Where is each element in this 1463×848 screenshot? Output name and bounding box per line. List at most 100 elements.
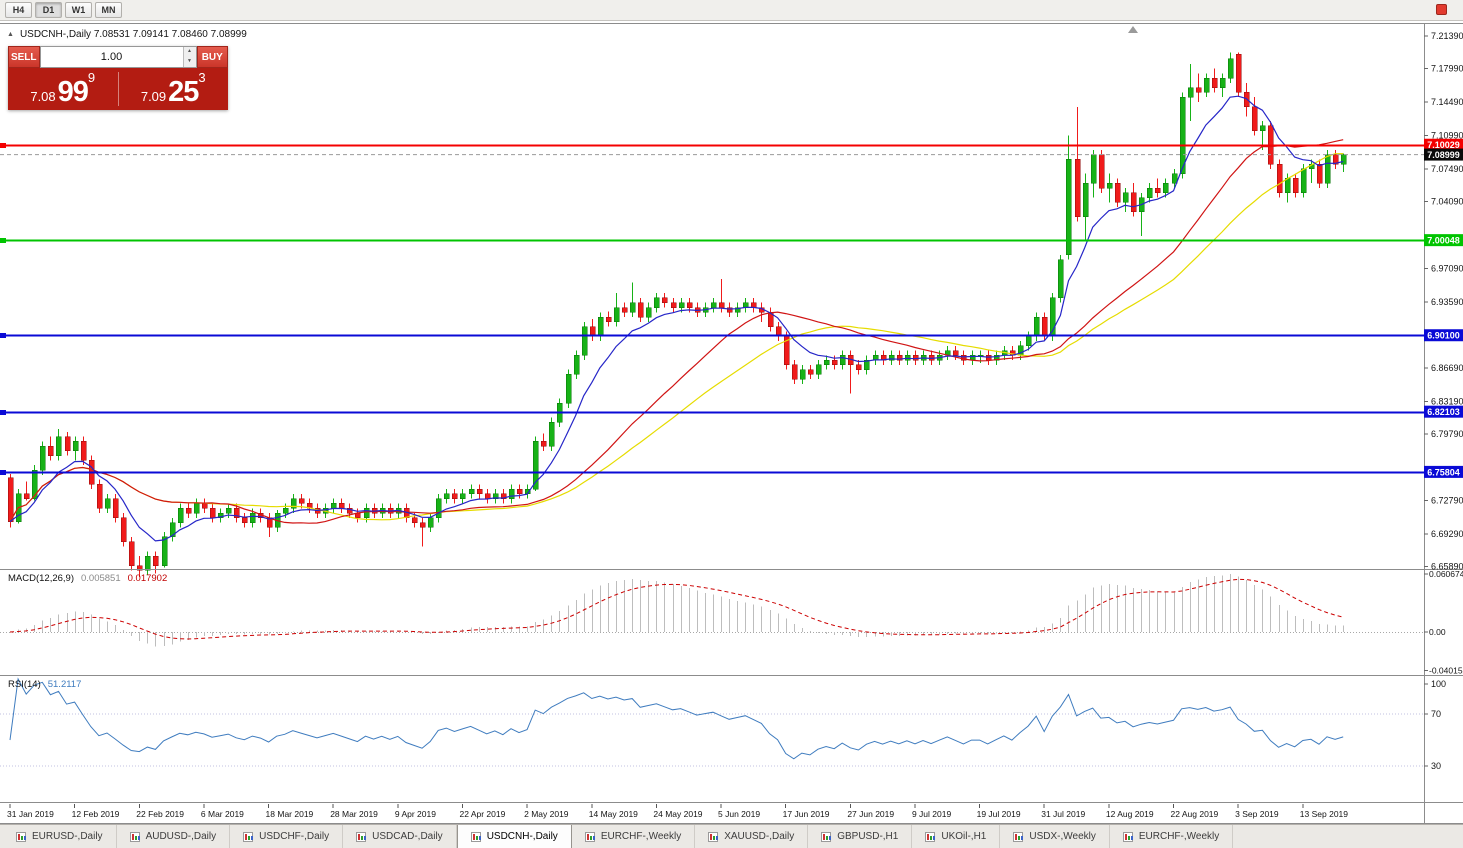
sell-price-point: 9 [87, 70, 96, 85]
mini-chart-icon [129, 831, 140, 842]
svg-text:-0.040152: -0.040152 [1429, 665, 1463, 675]
panel-frame [0, 23, 1463, 824]
price-badge [1424, 234, 1463, 247]
timeframe-button-d1[interactable]: D1 [35, 2, 62, 18]
svg-text:6.93590: 6.93590 [1431, 297, 1463, 307]
close-button[interactable] [1436, 4, 1447, 15]
chart-tab-usdchf-daily[interactable]: USDCHF-,Daily [230, 825, 344, 848]
collapse-trade-panel-icon[interactable]: ▲ [7, 31, 14, 38]
chart-tabs-bar: EURUSD-,Daily AUDUSD-,Daily USDCHF-,Daily U… [0, 824, 1463, 848]
buy-price-figure: 7.09 [140, 89, 167, 105]
trade-panel-buttons-row: SELL ▲ ▼ BUY [8, 46, 228, 68]
chart-tab-label: USDX-,Weekly [1029, 831, 1096, 842]
price-badge [1424, 465, 1463, 478]
chart-tab-eurchf-weekly[interactable]: EURCHF-,Weekly [1110, 825, 1234, 848]
rsi-name: RSI(14) [8, 679, 41, 690]
ma-line-25 [9, 139, 1344, 524]
mini-chart-icon [470, 831, 481, 842]
svg-text:22 Feb 2019: 22 Feb 2019 [136, 809, 184, 819]
horizontal-lines-layer[interactable] [0, 143, 1424, 475]
chart-tab-audusd-daily[interactable]: AUDUSD-,Daily [117, 825, 231, 848]
svg-text:22 Aug 2019: 22 Aug 2019 [1171, 809, 1219, 819]
chart-tab-label: USDCHF-,Daily [259, 831, 330, 842]
hline-handle[interactable] [0, 238, 6, 243]
volume-stepper[interactable]: ▲ ▼ [182, 47, 196, 67]
sell-price-figure: 7.08 [30, 89, 56, 105]
chart-tab-usdcnh-daily[interactable]: USDCNH-,Daily [456, 825, 572, 848]
buy-price[interactable]: 7.09 25 3 [119, 68, 229, 110]
svg-text:6.97090: 6.97090 [1431, 263, 1463, 273]
volume-down-icon[interactable]: ▼ [183, 57, 196, 67]
rsi-panel [0, 677, 1424, 767]
chart-tab-label: UKOil-,H1 [941, 831, 987, 842]
hline-handle[interactable] [0, 410, 6, 415]
svg-text:7.08999: 7.08999 [1427, 150, 1460, 160]
price-axis[interactable]: 7.21390 7.17990 7.14490 7.10990 7.07490 7.040… [1424, 31, 1463, 771]
svg-text:7.00048: 7.00048 [1427, 236, 1460, 246]
hline-handle[interactable] [0, 470, 6, 475]
svg-text:6 Mar 2019: 6 Mar 2019 [201, 809, 244, 819]
svg-text:18 Mar 2019: 18 Mar 2019 [266, 809, 314, 819]
mini-chart-icon [16, 831, 26, 842]
volume-field[interactable]: ▲ ▼ [39, 46, 197, 68]
date-axis[interactable]: 31 Jan 2019 12 Feb 2019 22 Feb 2019 6 Mar 2… [7, 804, 1348, 819]
ma-line-34 [9, 153, 1344, 522]
sell-button[interactable]: SELL [8, 46, 40, 68]
sell-price[interactable]: 7.08 99 9 [8, 68, 118, 110]
svg-text:7.17990: 7.17990 [1431, 64, 1463, 74]
timeframe-button-h4[interactable]: H4 [5, 2, 32, 18]
svg-text:13 Sep 2019: 13 Sep 2019 [1300, 809, 1348, 819]
svg-text:7.10029: 7.10029 [1427, 140, 1460, 150]
svg-text:7.07490: 7.07490 [1431, 164, 1463, 174]
chart-shift-marker[interactable] [1128, 26, 1138, 33]
buy-button[interactable]: BUY [196, 46, 228, 68]
svg-text:12 Aug 2019: 12 Aug 2019 [1106, 809, 1154, 819]
svg-text:6.90100: 6.90100 [1427, 331, 1460, 341]
chart-tab-eurusd-daily[interactable]: EURUSD-,Daily [3, 825, 117, 848]
price-badge [1424, 138, 1463, 151]
hline-handle[interactable] [0, 333, 6, 338]
timeframe-button-w1[interactable]: W1 [65, 2, 92, 18]
candles-layer [7, 52, 1347, 578]
svg-text:6.75804: 6.75804 [1427, 467, 1460, 477]
chart-tab-gbpusd-h1[interactable]: GBPUSD-,H1 [808, 825, 913, 848]
volume-up-icon[interactable]: ▲ [183, 47, 196, 57]
svg-text:0.00: 0.00 [1429, 627, 1446, 637]
mini-chart-icon [584, 831, 595, 842]
rsi-indicator-label: RSI(14) 51.2117 [8, 679, 81, 690]
svg-text:31 Jul 2019: 31 Jul 2019 [1041, 809, 1085, 819]
chart-tab-label: EURCHF-,Weekly [600, 831, 682, 842]
chart-tab-label: AUDUSD-,Daily [145, 831, 217, 842]
mini-chart-icon [243, 831, 254, 842]
svg-text:6.82103: 6.82103 [1427, 407, 1460, 417]
svg-text:6.65890: 6.65890 [1431, 562, 1463, 572]
svg-text:70: 70 [1431, 709, 1441, 719]
svg-text:5 Jun 2019: 5 Jun 2019 [718, 809, 760, 819]
svg-text:31 Jan 2019: 31 Jan 2019 [7, 809, 54, 819]
mini-chart-icon [1013, 831, 1024, 842]
svg-text:7.21390: 7.21390 [1431, 31, 1463, 41]
rsi-value: 51.2117 [47, 679, 82, 690]
chart-tab-eurchf-weekly[interactable]: EURCHF-,Weekly [572, 825, 696, 848]
macd-main-value: 0.005851 [81, 573, 121, 584]
volume-input[interactable] [40, 47, 183, 67]
svg-text:14 May 2019: 14 May 2019 [589, 809, 638, 819]
mini-chart-icon [925, 831, 936, 842]
svg-text:6.86690: 6.86690 [1431, 363, 1463, 373]
macd-panel [0, 574, 1424, 647]
hline-handle[interactable] [0, 143, 6, 148]
chart-tab-xauusd-daily[interactable]: XAUUSD-,Daily [695, 825, 809, 848]
svg-text:19 Jul 2019: 19 Jul 2019 [977, 809, 1021, 819]
chart-tab-label: EURUSD-,Daily [32, 831, 103, 842]
mini-chart-icon [1122, 831, 1133, 842]
svg-text:28 Mar 2019: 28 Mar 2019 [330, 809, 378, 819]
svg-text:27 Jun 2019: 27 Jun 2019 [847, 809, 894, 819]
chart-tab-usdx-weekly[interactable]: USDX-,Weekly [1000, 825, 1110, 848]
chart-tab-ukoil-h1[interactable]: UKOil-,H1 [912, 825, 1001, 848]
chart-tab-usdcad-daily[interactable]: USDCAD-,Daily [343, 825, 457, 848]
svg-text:6.83190: 6.83190 [1431, 396, 1463, 406]
svg-text:9 Apr 2019: 9 Apr 2019 [395, 809, 436, 819]
timeframe-button-mn[interactable]: MN [95, 2, 122, 18]
svg-text:30: 30 [1431, 761, 1441, 771]
